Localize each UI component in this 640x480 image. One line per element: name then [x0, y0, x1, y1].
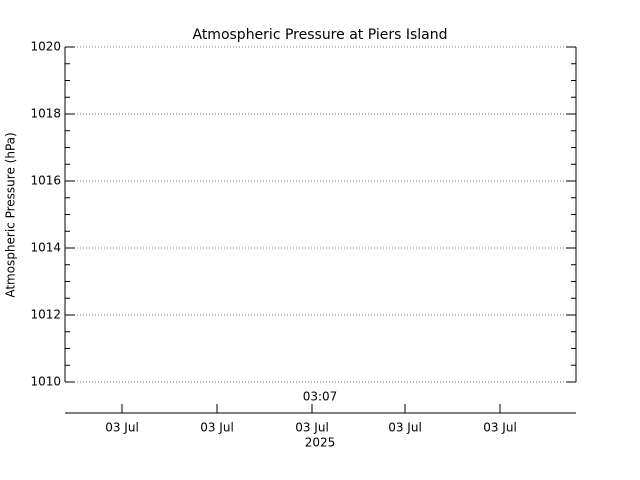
y-tick-label: 1010	[30, 375, 61, 389]
x-tick-label: 03 Jul	[200, 421, 234, 435]
y-tick-label: 1014	[30, 241, 61, 255]
y-tick-label: 1016	[30, 174, 61, 188]
x-tick-label: 03 Jul	[483, 421, 517, 435]
x-time-label: 03:07	[303, 390, 338, 404]
x-year-label: 2025	[305, 436, 336, 450]
chart-title: Atmospheric Pressure at Piers Island	[192, 27, 447, 43]
x-tick-label: 03 Jul	[388, 421, 422, 435]
y-tick-label: 1020	[30, 40, 61, 54]
y-axis-label: Atmospheric Pressure (hPa)	[4, 132, 18, 297]
x-tick-label: 03 Jul	[105, 421, 139, 435]
y-tick-label: 1018	[30, 107, 61, 121]
x-tick-label: 03 Jul	[295, 421, 329, 435]
y-tick-label: 1012	[30, 308, 61, 322]
